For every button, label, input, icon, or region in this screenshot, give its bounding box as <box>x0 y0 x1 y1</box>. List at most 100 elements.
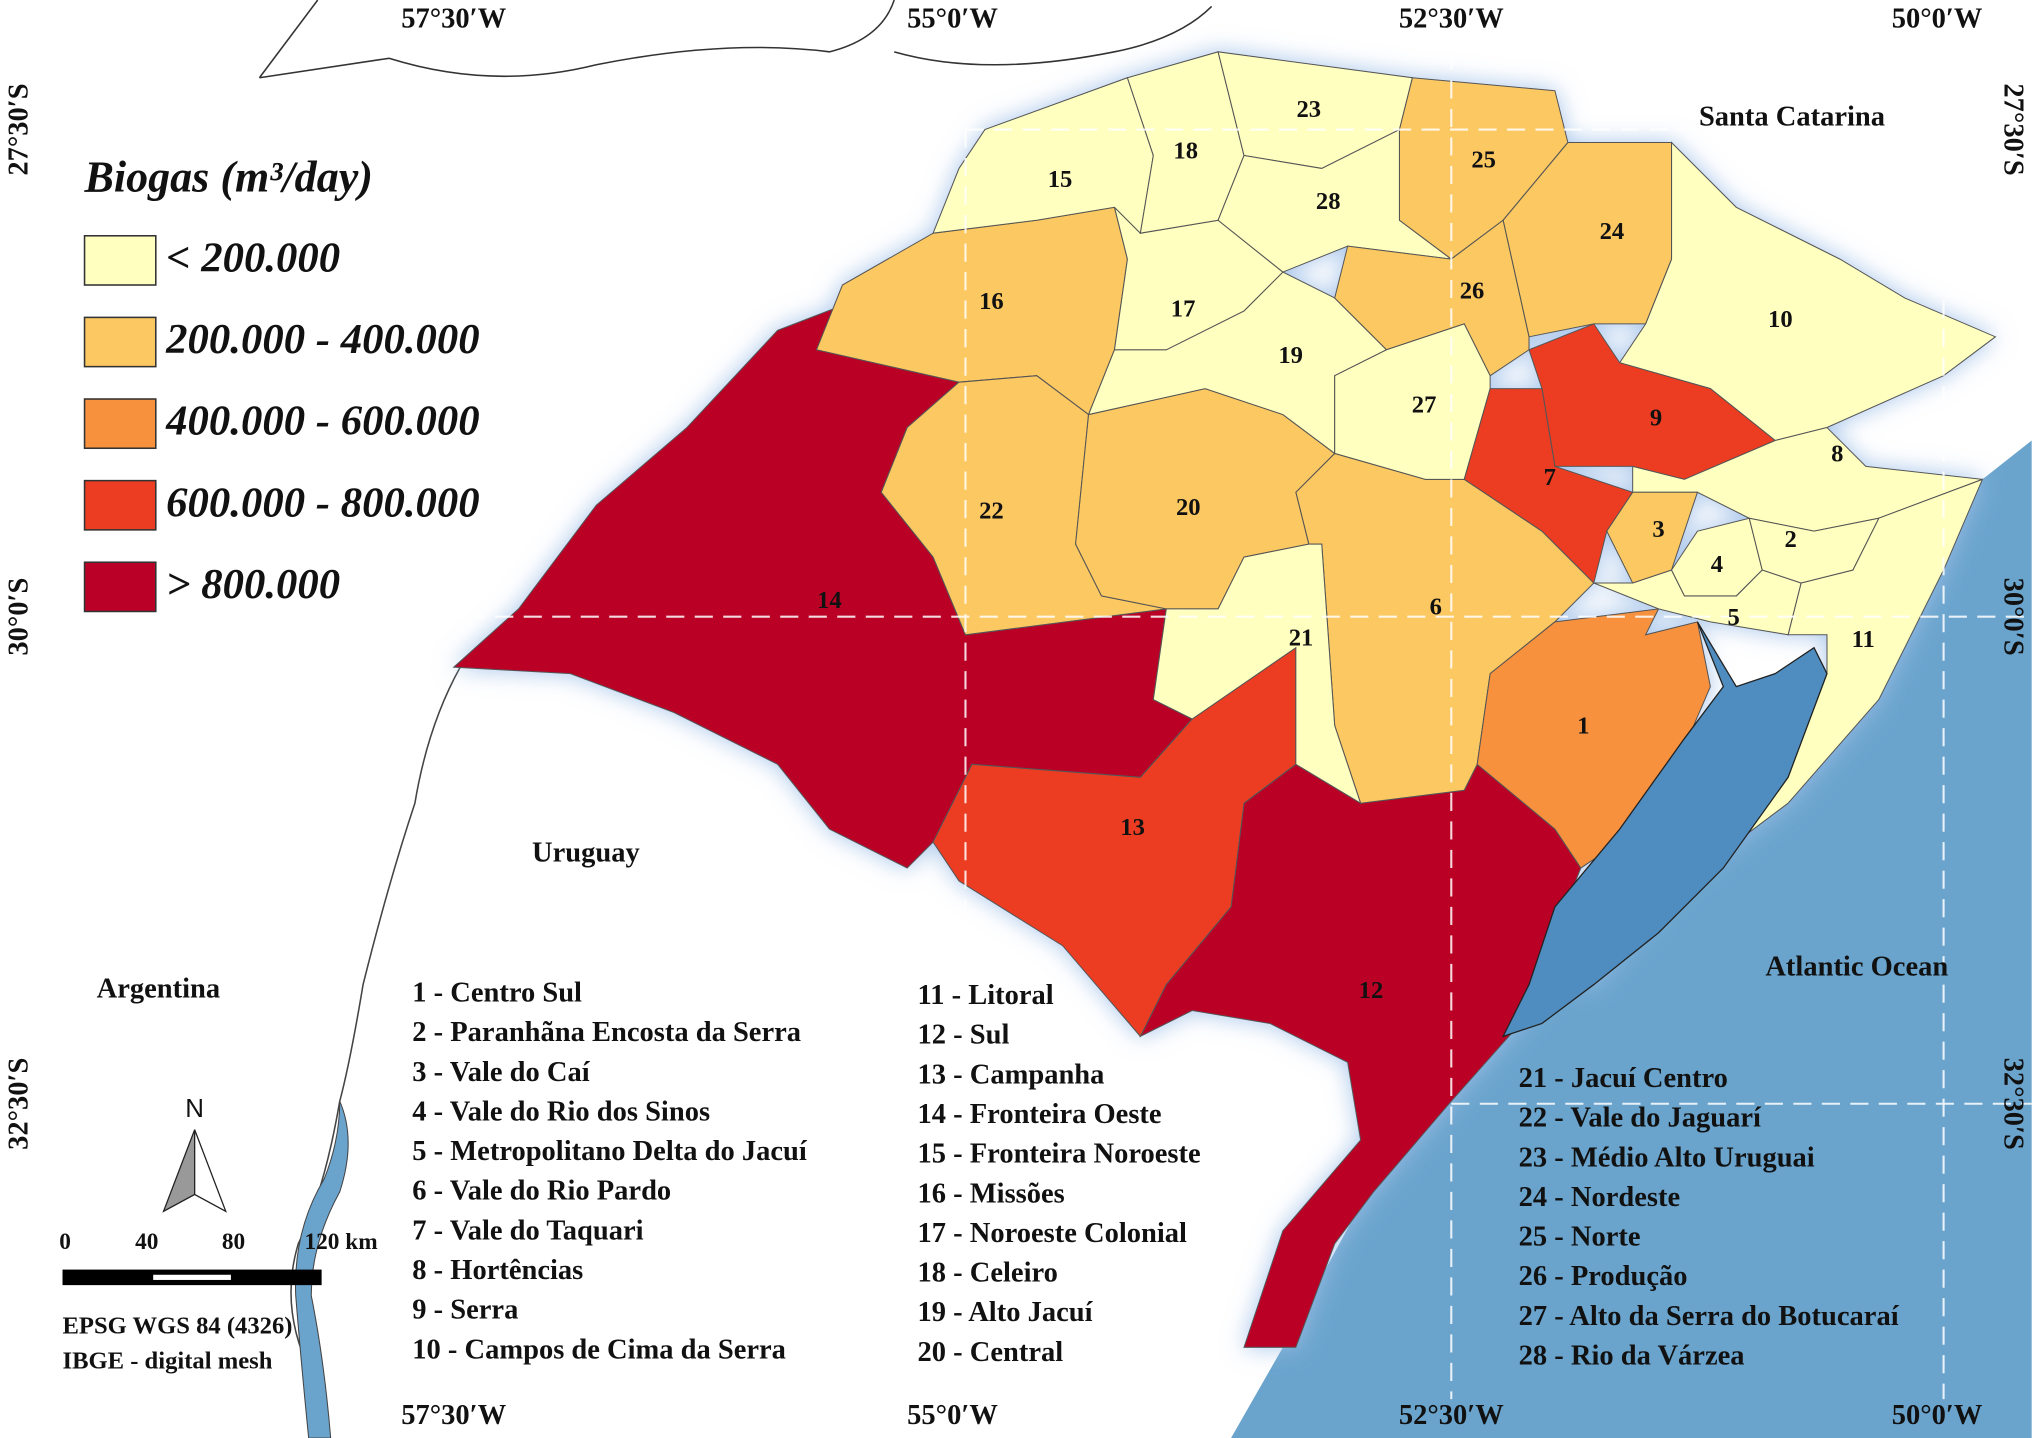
region-list-item: 4 - Vale do Rio dos Sinos <box>412 1096 710 1127</box>
legend-label: > 800.000 <box>166 561 340 608</box>
region-list-item: 2 - Paranhãna Encosta da Serra <box>412 1017 801 1048</box>
region-number: 26 <box>1460 277 1485 304</box>
legend-label: 600.000 - 800.000 <box>166 479 480 526</box>
region-list-item: 10 - Campos de Cima da Serra <box>412 1334 786 1365</box>
region <box>1748 517 1880 584</box>
latitude-label: 30°0′S <box>1997 578 2028 656</box>
region-list-item: 5 - Metropolitano Delta do Jacuí <box>412 1136 808 1167</box>
region-number: 4 <box>1711 551 1723 578</box>
region-list-item: 3 - Vale do Caí <box>412 1057 590 1088</box>
river <box>294 1100 349 1438</box>
region-number: 1 <box>1577 713 1589 740</box>
region-number: 2 <box>1785 526 1797 553</box>
longitude-label: 57°30′W <box>401 1400 506 1431</box>
latitude-label: 27°30′S <box>4 83 35 175</box>
region-number: 3 <box>1652 516 1664 543</box>
graticule <box>466 51 2032 1400</box>
region-list-item: 26 - Produção <box>1519 1261 1688 1292</box>
place-label: Santa Catarina <box>1699 102 1885 133</box>
legend-swatch <box>83 316 157 368</box>
region-list-item: 20 - Central <box>918 1337 1064 1368</box>
scale-label: 40 <box>135 1229 158 1255</box>
latitude-label: 27°30′S <box>1997 83 2028 175</box>
place-label: Atlantic Ocean <box>1765 952 1948 983</box>
regions <box>452 51 1997 1348</box>
latitude-label: 32°30′S <box>1997 1058 2028 1150</box>
legend-swatch <box>83 479 157 531</box>
region-list-item: 1 - Centro Sul <box>412 977 582 1008</box>
region-number: 27 <box>1412 391 1437 418</box>
region-list-item: 17 - Noroeste Colonial <box>918 1218 1187 1249</box>
region-list-item: 24 - Nordeste <box>1519 1182 1680 1213</box>
region-number: 15 <box>1048 166 1073 193</box>
region-list-item: 12 - Sul <box>918 1020 1010 1051</box>
legend-swatch <box>83 561 157 613</box>
longitude-label: 57°30′W <box>401 3 506 34</box>
scale-label: 120 km <box>304 1229 378 1255</box>
region-list-item: 15 - Fronteira Noroeste <box>918 1139 1201 1170</box>
north-label: N <box>185 1095 204 1123</box>
legend-swatch <box>83 398 157 450</box>
legend-title: Biogas (m³/day) <box>84 152 373 201</box>
region-list-item: 18 - Celeiro <box>918 1258 1058 1289</box>
region-number: 16 <box>979 288 1004 315</box>
region-number: 13 <box>1120 814 1145 841</box>
region-list-item: 19 - Alto Jacuí <box>918 1297 1094 1328</box>
scale-bar-segment <box>153 1274 231 1280</box>
region-number: 21 <box>1289 625 1314 652</box>
border <box>258 0 1213 79</box>
legend-label: 200.000 - 400.000 <box>165 316 480 363</box>
region-number: 11 <box>1852 626 1875 653</box>
credit-text: EPSG WGS 84 (4326) <box>63 1313 293 1340</box>
region <box>1152 543 1362 805</box>
region-list-item: 14 - Fronteira Oeste <box>918 1099 1162 1130</box>
latitude-label: 30°0′S <box>4 578 35 656</box>
legend-swatch <box>83 235 157 286</box>
region-number: 10 <box>1768 306 1793 333</box>
region-number: 25 <box>1471 147 1496 174</box>
region-list-item: 21 - Jacuí Centro <box>1519 1063 1728 1094</box>
region-number: 7 <box>1544 464 1556 491</box>
region-list-item: 13 - Campanha <box>918 1059 1105 1090</box>
north-arrow <box>162 1129 227 1213</box>
longitude-label: 55°0′W <box>907 1400 998 1431</box>
region-number: 17 <box>1171 296 1196 323</box>
place-label: Uruguay <box>532 838 640 869</box>
region-list-item: 11 - Litoral <box>918 980 1054 1011</box>
region-list-item: 22 - Vale do Jaguarí <box>1519 1103 1762 1134</box>
region-list-item: 9 - Serra <box>412 1295 518 1326</box>
region-number: 8 <box>1831 441 1843 468</box>
region-list-item: 25 - Norte <box>1519 1222 1641 1253</box>
overlay <box>62 51 2032 1400</box>
region-list-item: 28 - Rio da Várzea <box>1519 1340 1745 1371</box>
longitude-label: 50°0′W <box>1892 1400 1983 1431</box>
region-list-item: 7 - Vale do Taquari <box>412 1215 643 1246</box>
region-number: 5 <box>1728 604 1740 631</box>
scale-label: 80 <box>222 1229 245 1255</box>
credit-text: IBGE - digital mesh <box>63 1348 273 1375</box>
region-list-item: 6 - Vale do Rio Pardo <box>412 1176 671 1207</box>
region-number: 20 <box>1176 494 1201 521</box>
region-number: 12 <box>1359 977 1384 1004</box>
region-list-item: 8 - Hortências <box>412 1255 583 1286</box>
longitude-label: 52°30′W <box>1399 1400 1504 1431</box>
longitude-label: 50°0′W <box>1892 3 1983 34</box>
region-number: 24 <box>1600 218 1625 245</box>
region-number: 23 <box>1296 96 1321 123</box>
region-list-item: 23 - Médio Alto Uruguai <box>1519 1142 1815 1173</box>
region-number: 19 <box>1278 342 1303 369</box>
legend-label: 400.000 - 600.000 <box>165 398 480 445</box>
region-number: 18 <box>1173 138 1198 165</box>
longitude-label: 55°0′W <box>907 3 998 34</box>
region-number: 6 <box>1430 594 1442 621</box>
region-list-item: 27 - Alto da Serra do Botucaraí <box>1519 1301 1900 1332</box>
north-arrow-right <box>194 1129 227 1213</box>
region-number: 22 <box>979 498 1004 525</box>
place-label: Argentina <box>97 974 221 1005</box>
longitude-label: 52°30′W <box>1399 3 1504 34</box>
region-number: 14 <box>817 587 842 614</box>
region <box>932 77 1154 235</box>
north-arrow-left <box>162 1129 196 1213</box>
